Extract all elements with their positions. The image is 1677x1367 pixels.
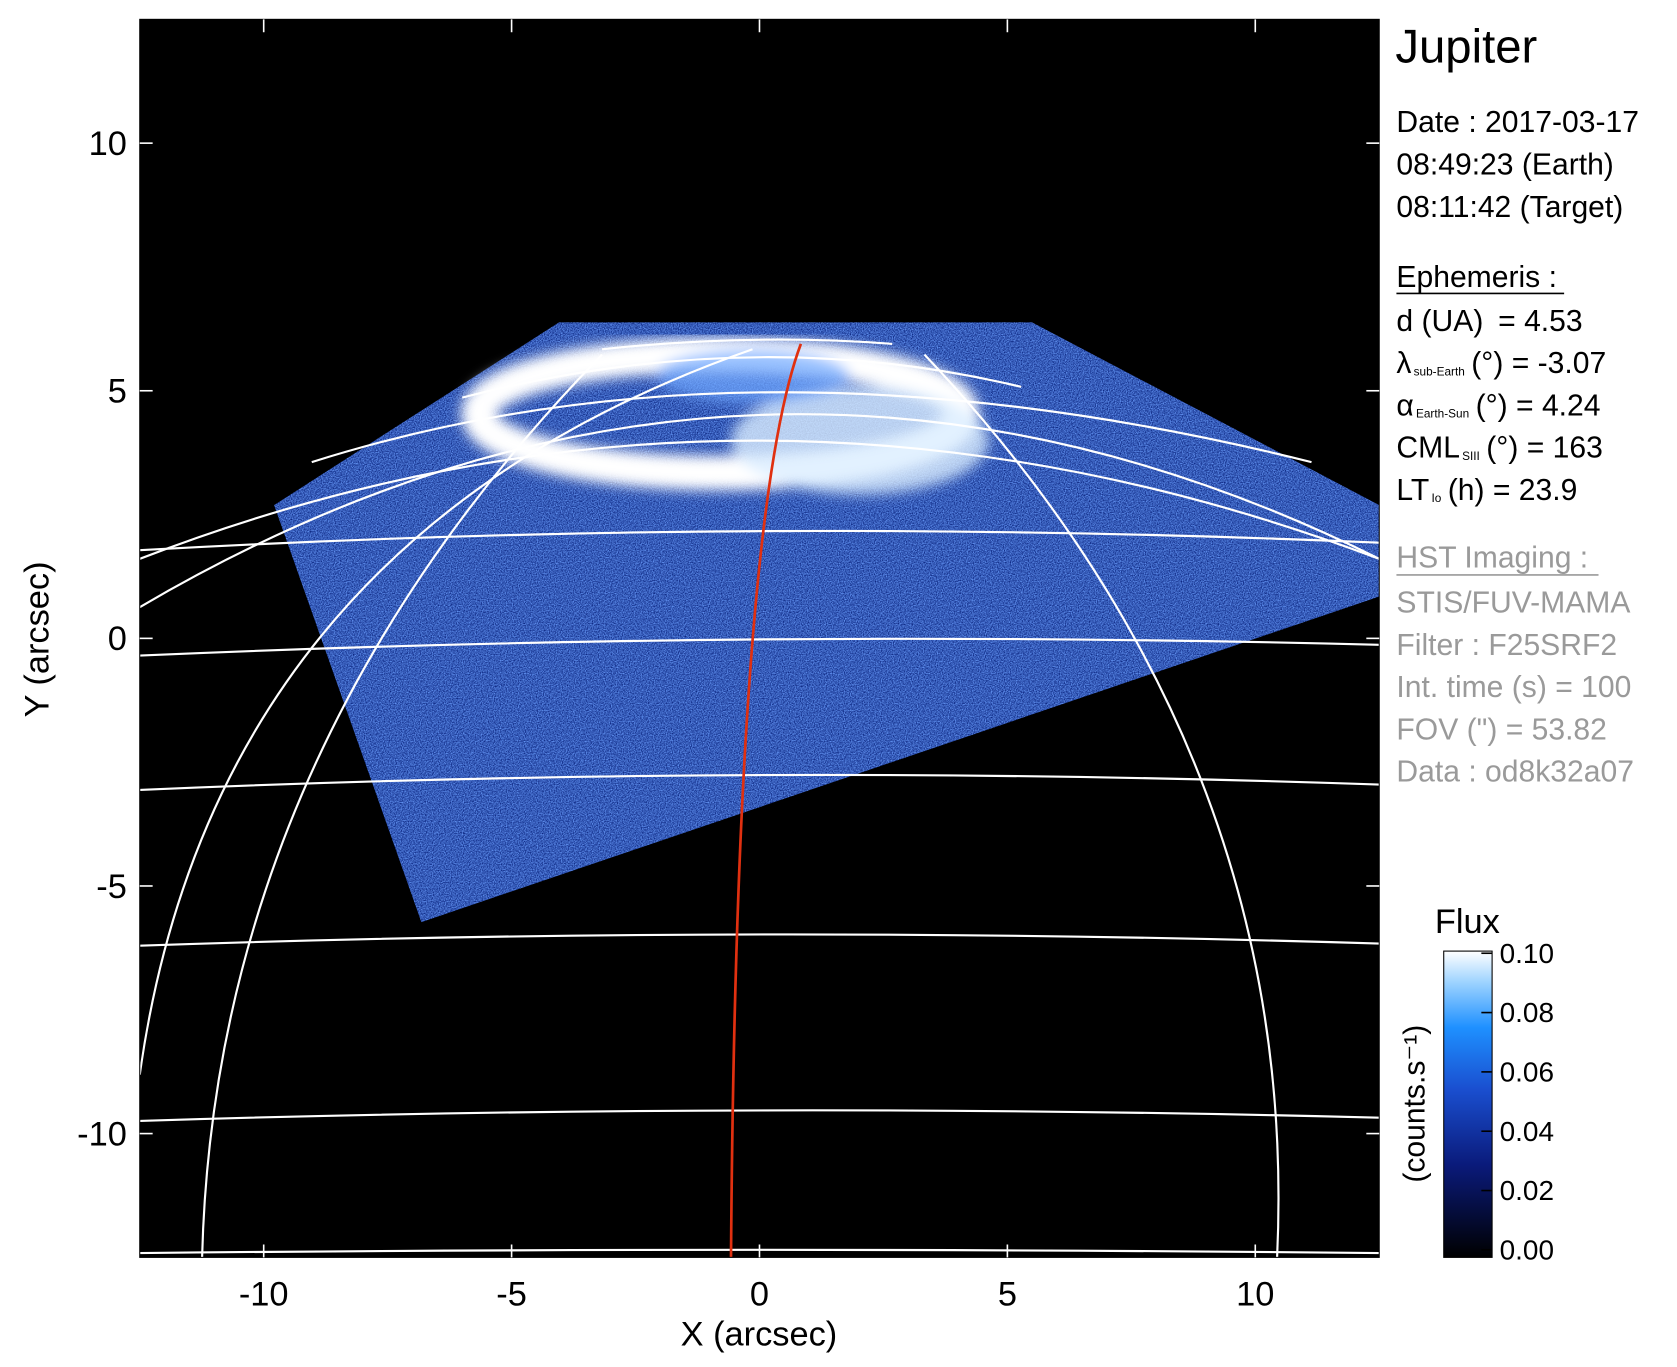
ephemeris-value: = 4.53 — [1490, 305, 1583, 338]
colorbar-tick-label: 0.06 — [1500, 1057, 1554, 1088]
date-line: Date : 2017-03-17 — [1396, 106, 1639, 139]
planet-grid — [139, 338, 1380, 1258]
colorbar-tick-label: 0.00 — [1500, 1235, 1554, 1266]
ephemeris-row: λ sub-Earth (°) = -3.07 — [1396, 347, 1606, 380]
colorbar-label: (counts.s⁻¹) — [1398, 1025, 1431, 1183]
ephemeris-row: d (UA) = 4.53 — [1396, 305, 1582, 338]
aurora — [461, 337, 989, 495]
colorbar-tick-label: 0.04 — [1500, 1116, 1554, 1147]
y-tick-label: 10 — [89, 125, 127, 163]
planet-name: Jupiter — [1395, 20, 1537, 73]
hst-title: HST Imaging : — [1396, 541, 1588, 574]
ephemeris-value: (°) = 4.24 — [1476, 389, 1601, 422]
ephemeris-subscript: sub-Earth — [1414, 364, 1465, 378]
ephemeris-row: LT Io (h) = 23.9 — [1396, 474, 1577, 507]
ephemeris-subscript: SIII — [1462, 449, 1480, 463]
x-tick-label: -10 — [239, 1276, 289, 1314]
ephemeris-value: (h) = 23.9 — [1448, 474, 1578, 507]
ephemeris-title: Ephemeris : — [1396, 261, 1557, 294]
ephemeris-symbol: CML — [1396, 432, 1460, 465]
hst-line: STIS/FUV-MAMA — [1396, 587, 1630, 620]
colorbar-tick-label: 0.02 — [1500, 1175, 1554, 1206]
y-tick-label: -5 — [96, 868, 127, 906]
y-axis-title: Y (arcsec) — [18, 561, 56, 717]
ephemeris-symbol: d (UA) — [1396, 305, 1483, 338]
hst-line: Data : od8k32a07 — [1396, 756, 1634, 789]
ephemeris-symbol: α — [1396, 389, 1413, 422]
y-tick-label: 0 — [108, 620, 127, 658]
colorbar-tick-label: 0.08 — [1500, 997, 1554, 1028]
x-tick-label: 10 — [1236, 1276, 1274, 1314]
x-axis-title: X (arcsec) — [681, 1316, 838, 1354]
ephemeris-value: (°) = -3.07 — [1471, 347, 1606, 380]
central-meridian — [729, 343, 803, 1258]
ephemeris-symbol: LT — [1396, 474, 1429, 507]
ephemeris-subscript: Io — [1431, 491, 1441, 505]
colorbar-tick-label: 0.10 — [1500, 938, 1554, 969]
hst-line: FOV (") = 53.82 — [1396, 713, 1606, 746]
ephemeris-row: CML SIII (°) = 163 — [1396, 432, 1602, 465]
ephemeris-value: (°) = 163 — [1486, 432, 1603, 465]
hst-line: Int. time (s) = 100 — [1396, 671, 1631, 704]
hst-line: Filter : F25SRF2 — [1396, 629, 1617, 662]
ephemeris-row: α Earth-Sun (°) = 4.24 — [1396, 389, 1600, 422]
colorbar — [1443, 950, 1493, 1258]
plot-area — [139, 19, 1380, 1258]
y-tick-label: -10 — [77, 1115, 127, 1153]
x-tick-label: -5 — [496, 1276, 527, 1314]
colorbar-title: Flux — [1435, 903, 1500, 941]
date-line: 08:11:42 (Target) — [1396, 191, 1623, 224]
x-tick-label: 5 — [998, 1276, 1017, 1314]
y-tick-label: 5 — [108, 373, 127, 411]
ephemeris-subscript: Earth-Sun — [1416, 407, 1469, 421]
ephemeris-symbol: λ — [1396, 347, 1411, 380]
date-line: 08:49:23 (Earth) — [1396, 149, 1613, 182]
x-tick-label: 0 — [750, 1276, 769, 1314]
